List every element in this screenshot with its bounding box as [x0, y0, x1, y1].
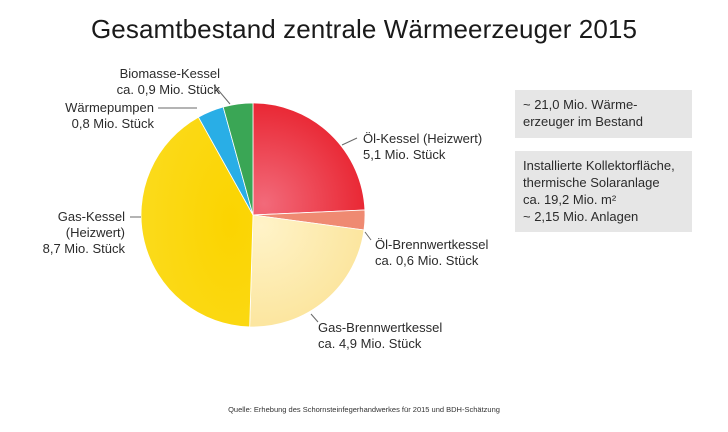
- label-waermepumpen: Wärmepumpen 0,8 Mio. Stück: [65, 100, 154, 132]
- chart-title: Gesamtbestand zentrale Wärmeerzeuger 201…: [90, 14, 638, 44]
- label-oel-brennwert-name: Öl-Brennwertkessel: [375, 237, 489, 252]
- pie-slice-gas-brennwertkessel: [249, 214, 365, 328]
- infobox-solar-line4: ~ 2,15 Mio. Anlagen: [523, 209, 639, 224]
- label-oel-kessel: Öl-Kessel (Heizwert) 5,1 Mio. Stück: [363, 131, 482, 163]
- infobox-solar-line1: Installierte Kollektorfläche,: [523, 158, 675, 173]
- infobox-total-line2: erzeuger im Bestand: [523, 114, 643, 129]
- infobox-solar-line3: ca. 19,2 Mio. m²: [523, 192, 617, 207]
- label-oel-kessel-value: 5,1 Mio. Stück: [363, 147, 446, 162]
- label-gas-brennwert: Gas-Brennwertkessel ca. 4,9 Mio. Stück: [318, 320, 442, 352]
- leader-lines: [130, 84, 372, 323]
- pie-slices: [140, 102, 366, 328]
- label-gas-brennwert-name: Gas-Brennwertkessel: [318, 320, 443, 335]
- pie-slice-biomasse-kessel: [222, 102, 254, 216]
- pie-slice-gas-kessel-heizwert: [140, 116, 254, 328]
- source-note: Quelle: Erhebung des Schornsteinfegerhan…: [228, 405, 500, 414]
- label-oel-kessel-name: Öl-Kessel (Heizwert): [363, 131, 483, 146]
- infobox-total-line1: ~ 21,0 Mio. Wärme-: [523, 97, 638, 112]
- label-gas-kessel-value: 8,7 Mio. Stück: [42, 241, 125, 256]
- infobox-total: ~ 21,0 Mio. Wärme- erzeuger im Bestand: [515, 90, 692, 138]
- label-biomasse-value: ca. 0,9 Mio. Stück: [116, 82, 220, 97]
- infobox-solar-line2: thermische Solaranlage: [523, 175, 660, 190]
- label-gas-kessel: Gas-Kessel (Heizwert) 8,7 Mio. Stück: [43, 209, 125, 257]
- pie-slice-öl-kessel-heizwert: [252, 102, 366, 216]
- label-gas-brennwert-value: ca. 4,9 Mio. Stück: [318, 336, 422, 351]
- label-waermepumpen-value: 0,8 Mio. Stück: [71, 116, 154, 131]
- infobox-solar: Installierte Kollektorfläche, thermische…: [515, 151, 692, 232]
- label-oel-brennwert: Öl-Brennwertkessel ca. 0,6 Mio. Stück: [375, 237, 488, 269]
- label-gas-kessel-name: Gas-Kessel: [57, 209, 125, 224]
- label-biomasse-name: Biomasse-Kessel: [119, 66, 220, 81]
- label-biomasse: Biomasse-Kessel ca. 0,9 Mio. Stück: [117, 66, 220, 98]
- label-gas-kessel-sub: (Heizwert): [65, 225, 125, 240]
- label-waermepumpen-name: Wärmepumpen: [65, 100, 154, 115]
- label-oel-brennwert-value: ca. 0,6 Mio. Stück: [375, 253, 479, 268]
